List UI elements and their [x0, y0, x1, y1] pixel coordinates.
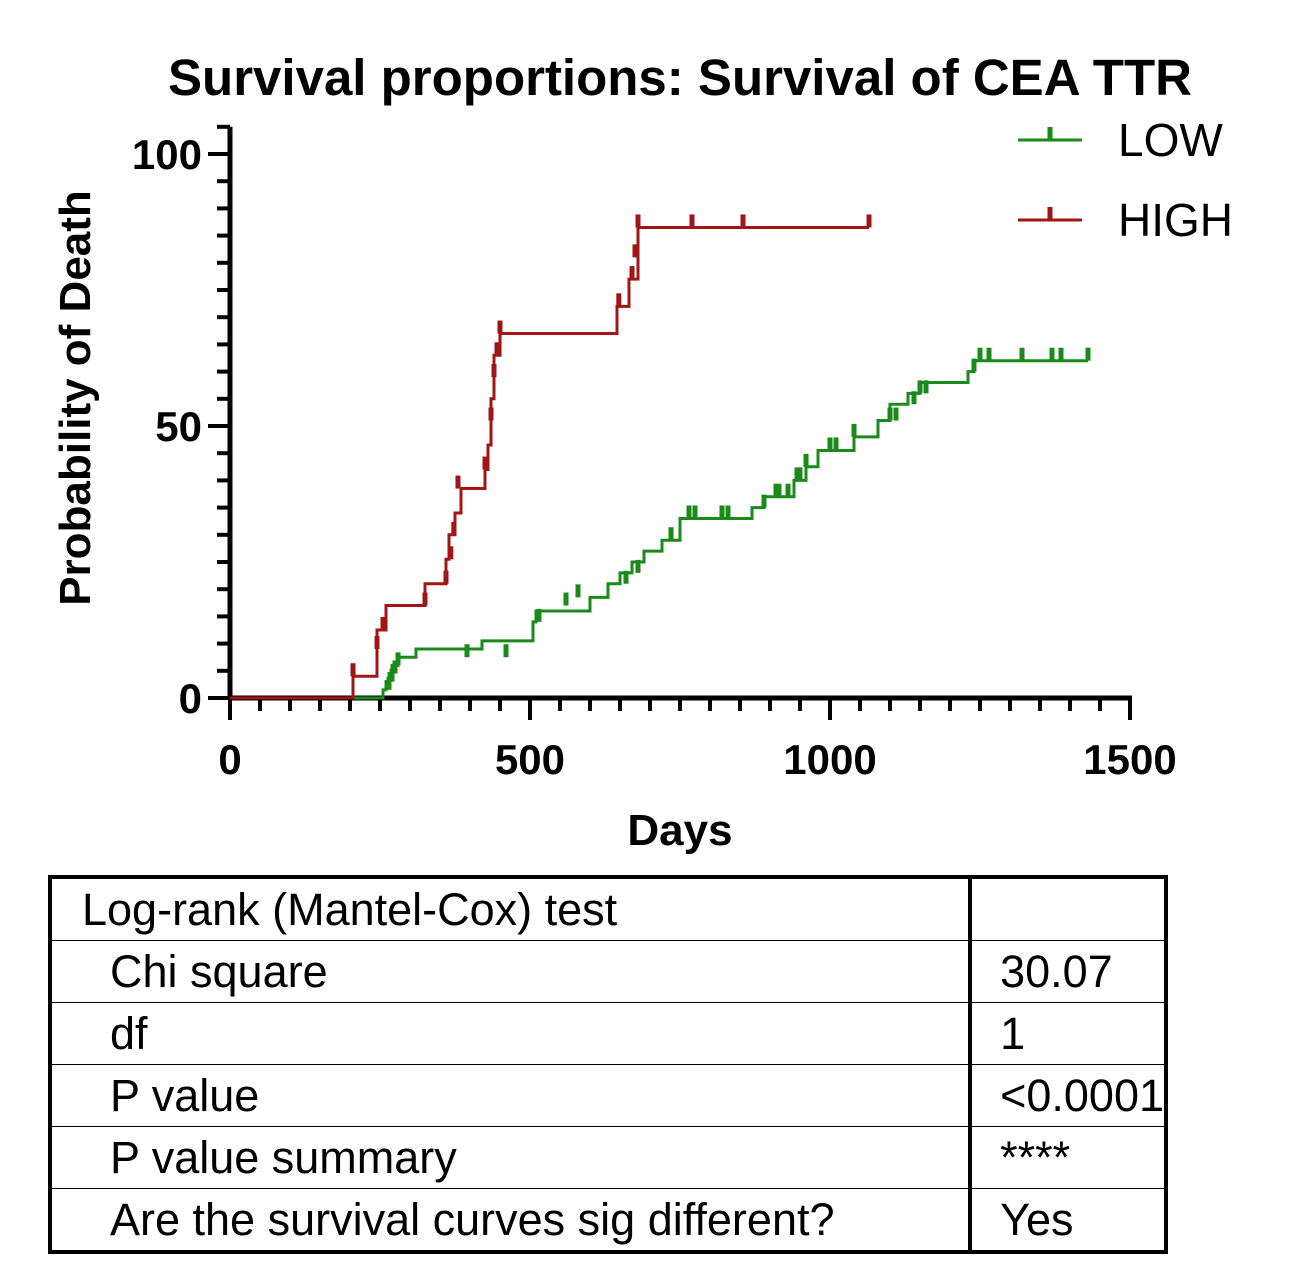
series-line-low: [230, 359, 1088, 700]
y-axis-label: Probability of Death: [51, 190, 100, 606]
stats-value: 1: [968, 1002, 1167, 1065]
table-row: Log-rank (Mantel-Cox) test: [49, 876, 1167, 941]
table-row: df 1: [49, 1002, 1167, 1065]
stats-value: 30.07: [968, 940, 1167, 1003]
x-tick-label: 500: [495, 736, 565, 783]
table-row: Chi square 30.07: [49, 940, 1167, 1003]
stats-value: ****: [968, 1126, 1167, 1189]
stats-label: P value summary: [49, 1126, 971, 1189]
survival-chart: Survival proportions: Survival of CEA TT…: [51, 49, 1233, 855]
x-tick-label: 1000: [783, 736, 876, 783]
stats-value: [968, 876, 1167, 941]
y-tick-label: 100: [132, 131, 202, 178]
x-axis-label: Days: [627, 806, 732, 855]
stats-label: Log-rank (Mantel-Cox) test: [49, 876, 971, 941]
x-tick-label: 0: [218, 736, 241, 783]
table-row: P value <0.0001: [49, 1064, 1167, 1127]
series-line-high: [230, 225, 869, 700]
y-tick-label: 0: [179, 675, 202, 722]
table-row: P value summary ****: [49, 1126, 1167, 1189]
plot-series: [230, 214, 1091, 700]
chart-title: Survival proportions: Survival of CEA TT…: [168, 49, 1192, 106]
table-row: Are the survival curves sig different? Y…: [49, 1188, 1167, 1253]
stats-label: Chi square: [49, 940, 971, 1003]
legend-label-low: LOW: [1118, 114, 1223, 166]
legend-label-high: HIGH: [1118, 194, 1233, 246]
stats-value: Yes: [968, 1188, 1167, 1253]
x-tick-label: 1500: [1083, 736, 1176, 783]
stats-label: df: [49, 1002, 971, 1065]
stats-label: P value: [49, 1064, 971, 1127]
y-tick-label: 50: [155, 403, 202, 450]
stats-label: Are the survival curves sig different?: [49, 1188, 971, 1253]
legend: LOW HIGH: [1018, 114, 1233, 246]
log-rank-stats-table: Log-rank (Mantel-Cox) test Chi square 30…: [48, 875, 1168, 1254]
stats-value: <0.0001: [968, 1064, 1167, 1127]
